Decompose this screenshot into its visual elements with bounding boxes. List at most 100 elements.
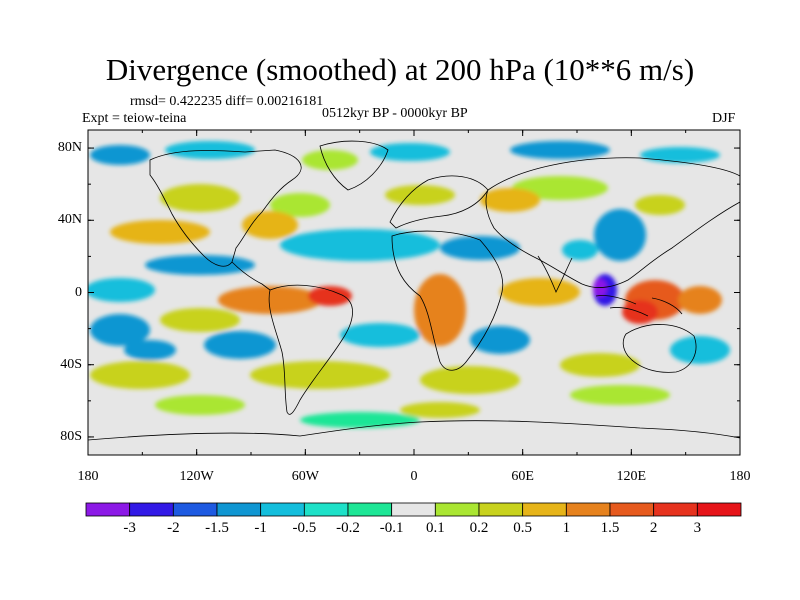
divergence-contour-region — [678, 286, 722, 314]
lon-tick-label: 0 — [410, 469, 418, 484]
divergence-contour-region — [562, 240, 598, 260]
colorbar — [85, 502, 742, 517]
divergence-contour-region — [160, 184, 240, 212]
divergence-contour-region — [400, 402, 480, 418]
divergence-contour-region — [560, 353, 640, 377]
colorbar-swatch — [696, 502, 742, 517]
divergence-contour-region — [510, 141, 610, 159]
divergence-contour-region — [242, 211, 298, 239]
divergence-contour-region — [204, 331, 276, 359]
divergence-contour-region — [414, 274, 466, 346]
divergence-contour-region — [165, 141, 255, 159]
coastlines — [88, 140, 740, 441]
lon-tick-label: 120E — [616, 469, 647, 484]
divergence-contour-region — [420, 366, 520, 394]
divergence-contour-region — [160, 308, 240, 332]
divergence-contour-region — [90, 361, 190, 389]
rmsd-diff-stats: rmsd= 0.422235 diff= 0.00216181 — [130, 94, 324, 109]
divergence-contour-region — [440, 236, 520, 260]
lon-tick-label: 120W — [179, 469, 214, 484]
divergence-contour-region — [88, 278, 155, 302]
lon-tick-label: 180 — [77, 469, 99, 484]
divergence-contour-region — [340, 323, 420, 347]
colorbar-swatch — [172, 502, 218, 517]
coastline-australia — [622, 324, 697, 373]
colorbar-swatch — [522, 502, 567, 517]
coastline-south-america — [268, 284, 353, 415]
axis-ticks — [87, 130, 741, 455]
plot-title: Divergence (smoothed) at 200 hPa (10**6 … — [105, 52, 695, 87]
divergence-contour-region — [280, 229, 440, 261]
coastline-asia — [485, 157, 740, 288]
coastline-north-america — [149, 149, 302, 267]
colorbar-swatch — [347, 502, 393, 517]
divergence-contour-region — [308, 286, 352, 306]
lat-tick-label: 40S — [60, 356, 82, 372]
colorbar-label: -0.5 — [292, 520, 317, 536]
experiment-label: Expt = teiow-teina — [82, 111, 187, 126]
colorbar-label: 1 — [562, 520, 571, 536]
colorbar-swatch — [303, 502, 349, 517]
divergence-field — [88, 130, 740, 455]
lon-tick-label: 60E — [511, 469, 534, 484]
divergence-contour-region — [90, 314, 150, 346]
divergence-contour-region — [670, 336, 730, 364]
season-label: DJF — [712, 111, 736, 126]
colorbar-swatch — [434, 502, 480, 517]
divergence-contour-region — [635, 195, 685, 215]
divergence-contour-region — [300, 412, 420, 428]
colorbar-swatch — [609, 502, 655, 517]
lat-tick-label: 40N — [57, 212, 82, 228]
coastline-maritime-continent — [595, 295, 683, 317]
colorbar-swatch — [85, 502, 131, 517]
divergence-contour-region — [593, 279, 607, 297]
coastline-africa — [391, 230, 504, 371]
colorbar-swatch — [478, 502, 524, 517]
divergence-contour-region — [145, 255, 255, 275]
divergence-contour-region — [594, 209, 646, 261]
lon-tick-label: 60W — [291, 469, 319, 484]
colorbar-label: 3 — [693, 520, 702, 536]
colorbar-swatch — [129, 502, 174, 517]
colorbar-label: 2 — [649, 520, 658, 536]
colorbar-label: -0.2 — [336, 520, 360, 536]
coastline-greenland — [319, 140, 389, 191]
colorbar-swatch — [565, 502, 611, 517]
divergence-contour-region — [640, 147, 720, 163]
divergence-contour-region — [110, 220, 210, 244]
colorbar-swatch — [216, 502, 262, 517]
coastline-india — [537, 255, 573, 293]
divergence-contour-region — [480, 188, 540, 212]
lat-tick-label: 0 — [75, 284, 82, 300]
colorbar-label: -2 — [167, 520, 180, 536]
colorbar-swatch — [391, 502, 436, 517]
colorbar-label: -1.5 — [205, 520, 229, 536]
lon-tick-label: 180 — [729, 469, 751, 484]
divergence-contour-region — [512, 176, 608, 200]
divergence-contour-region — [500, 278, 580, 306]
lat-tick-label: 80S — [60, 428, 82, 444]
colorbar-label: -0.1 — [379, 520, 404, 536]
divergence-contour-region — [155, 395, 245, 415]
period-label: 0512kyr BP - 0000kyr BP — [322, 106, 468, 121]
colorbar-swatch — [260, 502, 305, 517]
divergence-contour-region — [302, 150, 358, 170]
divergence-contour-region — [370, 143, 450, 161]
divergence-contour-region — [570, 385, 670, 405]
divergence-contour-region — [385, 185, 455, 205]
divergence-contour-region — [90, 145, 150, 165]
divergence-contour-region — [470, 326, 530, 354]
colorbar-label: -1 — [254, 520, 267, 536]
colorbar-label: -3 — [123, 520, 136, 536]
coastline-antarctica — [88, 420, 740, 441]
divergence-contour-region — [218, 286, 322, 314]
colorbar-label: 0.1 — [425, 520, 445, 536]
lat-tick-label: 80N — [57, 140, 82, 156]
coastline-central-america — [231, 261, 271, 291]
colorbar-swatch — [653, 502, 698, 517]
colorbar-label: 0.5 — [513, 520, 533, 536]
divergence-contour-region — [270, 193, 330, 217]
divergence-contour-region — [124, 340, 176, 360]
colorbar-label: 0.2 — [469, 520, 489, 536]
